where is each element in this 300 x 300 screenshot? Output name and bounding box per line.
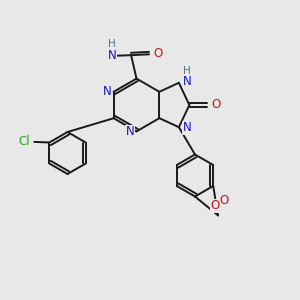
Text: Cl: Cl [18,135,30,148]
Text: N: N [125,125,134,139]
Text: N: N [183,121,191,134]
Text: N: N [103,85,111,98]
Text: H: H [183,66,191,76]
Text: O: O [211,199,220,212]
Text: O: O [220,194,229,207]
Text: N: N [183,75,191,88]
Text: O: O [154,47,163,60]
Text: O: O [211,98,220,111]
Text: H: H [108,39,116,50]
Text: N: N [108,49,117,62]
